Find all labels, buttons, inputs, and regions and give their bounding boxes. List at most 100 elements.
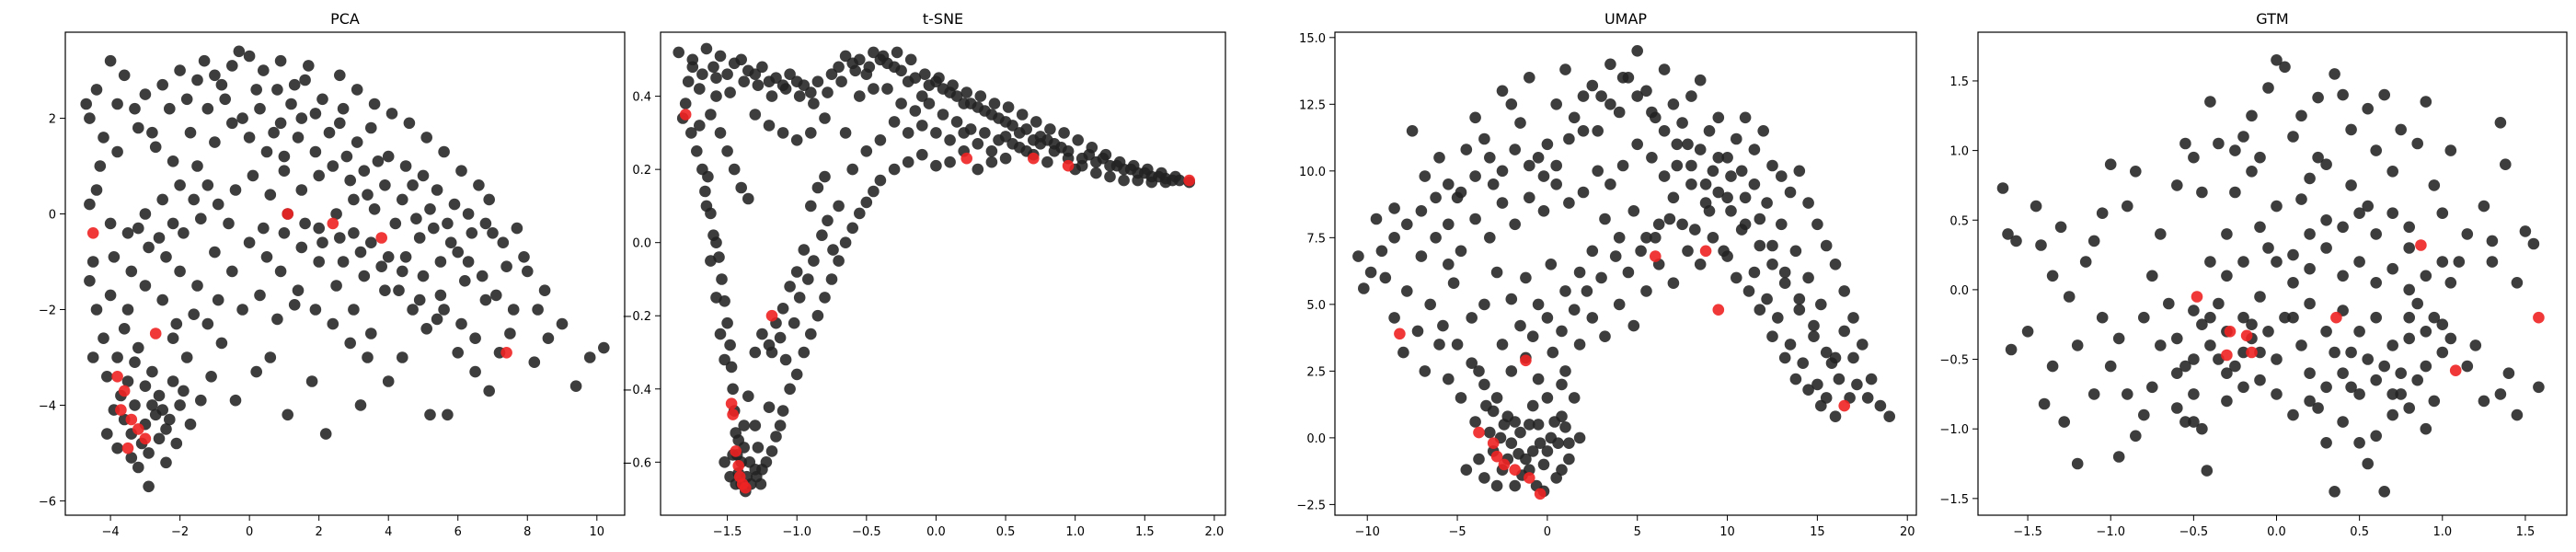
gtm-point-s0-126 [2403,311,2415,324]
gtm-point-s0-182 [2058,416,2070,428]
umap-point-s0-5 [1419,170,1432,182]
pca-chart: PCA −4 −2 0 2 4 6 8 10 −6 −4 −2 0 2 [39,10,626,539]
pca-frame [64,31,626,516]
pca-point-s0-105 [146,365,158,378]
t-sne-point-s0-70 [724,86,736,98]
pca-points [80,45,610,493]
t-sne-point-s0-108 [819,292,831,304]
umap-ytick-label-0: −2.5 [1296,499,1326,512]
umap-point-s0-9 [1460,144,1473,155]
pca-point-s0-185 [212,198,224,211]
pca-xtick-label-4: 4 [385,525,392,539]
pca-point-s0-73 [379,179,391,191]
gtm-point-s0-59 [2122,200,2133,213]
pca-point-s0-33 [528,356,541,369]
pca-point-s0-31 [598,341,610,354]
t-sne-point-s1-1 [765,309,778,322]
t-sne-point-s0-238 [714,328,727,340]
t-sne-point-s0-185 [1083,148,1096,161]
umap-point-s0-246 [1443,178,1455,190]
umap-point-s0-2 [1370,213,1383,225]
pca-point-s1-11 [139,432,152,445]
umap-point-s0-159 [1748,178,1761,190]
umap-point-s0-39 [1731,132,1742,145]
t-sne-point-s0-189 [1139,167,1151,179]
umap-point-s0-262 [1563,437,1575,450]
gtm-point-s0-58 [2104,158,2117,170]
t-sne-point-s0-188 [1124,163,1137,176]
pca-point-s0-24 [462,208,475,220]
t-sne-point-s0-240 [710,236,722,249]
pca-point-s1-6 [111,371,123,383]
pca-point-s0-210 [188,308,200,321]
gtm-point-s0-29 [2320,158,2332,170]
gtm-point-s0-176 [2486,235,2499,247]
t-sne-point-s0-154 [705,109,717,121]
pca-point-s0-11 [258,64,270,76]
pca-point-s0-5 [156,78,168,91]
t-sne-point-s0-145 [811,181,824,194]
gtm-point-s1-7 [2449,364,2462,377]
umap-point-s0-177 [1505,293,1518,305]
pca-point-s0-10 [243,50,256,63]
gtm-point-s0-67 [2179,416,2191,428]
umap-point-s0-86 [1443,259,1455,270]
umap-point-s0-26 [1613,106,1626,119]
pca-point-s0-9 [226,60,238,72]
umap-point-s0-21 [1568,111,1581,124]
gtm-point-s0-73 [2229,360,2241,373]
pca-point-s0-247 [153,232,166,244]
pca-point-s0-244 [90,84,103,96]
pca-point-s0-140 [178,385,190,397]
umap-point-s0-241 [1509,144,1521,155]
t-sne-point-s0-205 [874,53,887,66]
gtm-xtick-label-4: 0.5 [2350,525,2369,539]
t-sne-point-s1-12 [1183,174,1195,187]
gtm-point-s0-34 [2370,144,2382,156]
t-sne-point-s0-88 [727,383,739,396]
umap-point-s0-192 [1541,312,1554,324]
pca-point-s1-1 [282,208,294,220]
pca-point-s0-17 [351,136,363,148]
pca-point-s0-51 [174,179,186,191]
t-sne-point-s0-153 [742,192,754,205]
t-sne-point-s0-245 [874,134,887,146]
gtm-point-s0-2 [2010,235,2022,247]
t-sne-point-s0-206 [888,61,901,74]
t-sne-point-s0-255 [1013,127,1026,139]
pca-title: PCA [330,10,360,28]
umap-point-s0-235 [1592,125,1604,137]
umap-point-s0-24 [1595,90,1607,102]
umap-point-s0-44 [1776,170,1788,182]
pca-point-s0-107 [180,351,193,363]
gtm-point-s0-35 [2378,88,2390,101]
umap-point-s0-56 [1883,410,1895,423]
gtm-xtick-label-5: 1.0 [2432,525,2452,539]
pca-point-s1-4 [500,347,512,359]
umap-point-s0-112 [1568,392,1581,404]
t-sne-point-s0-128 [1041,155,1053,168]
umap-point-s0-46 [1793,165,1806,178]
t-sne-point-s0-182 [1132,174,1144,187]
t-sne-point-s0-173 [1006,138,1018,150]
pca-point-s0-156 [542,332,555,345]
gtm-point-s0-47 [2502,367,2515,380]
umap-ytick-label-2: 2.5 [1306,365,1326,379]
umap-point-s0-12 [1487,178,1500,190]
umap-point-s0-10 [1469,111,1481,124]
pca-point-s0-20 [399,160,412,172]
umap-point-s0-55 [1874,399,1887,412]
gtm-chart: GTM −1.5 −1.0 −0.5 0.0 0.5 1.0 1.5 −1.5 −1.0 −0.5 0… [1939,10,2568,539]
umap-point-s0-133 [1599,330,1611,343]
pca-ytick-label-1: −4 [39,399,56,413]
t-sne-point-s0-139 [749,420,762,431]
gtm-point-s0-135 [2403,242,2415,254]
gtm-point-s1-8 [2533,311,2545,324]
pca-point-s0-231 [348,227,360,239]
t-sne-point-s0-239 [719,353,730,366]
pca-point-s0-94 [226,265,238,278]
umap-point-s0-122 [1552,437,1564,450]
t-sne-point-s0-99 [765,445,778,457]
t-sne-point-s0-68 [752,79,765,91]
t-sne-point-s0-165 [895,98,907,109]
